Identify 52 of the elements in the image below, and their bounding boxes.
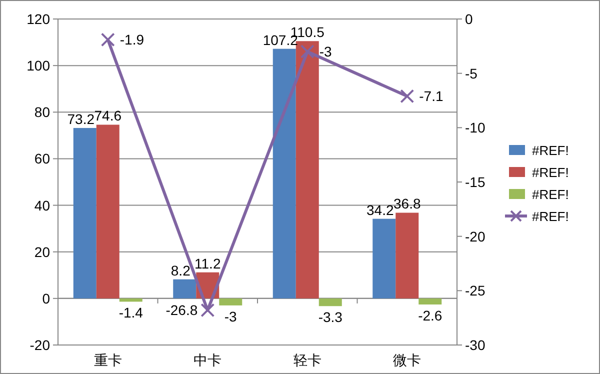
bar (318, 298, 342, 306)
point (400, 89, 414, 104)
bar (219, 298, 242, 306)
y-tick-label: -20 (30, 337, 50, 353)
y2-tick-label: -20 (465, 228, 486, 244)
legend-label: #REF! (532, 209, 569, 224)
data-label: 34.2 (366, 202, 394, 218)
x-tick-label: 中卡 (194, 352, 222, 368)
bar (96, 124, 120, 298)
bar (173, 279, 196, 298)
bar (296, 41, 319, 298)
y-tick-label: 20 (34, 244, 50, 260)
bar (372, 218, 396, 298)
data-label: 74.6 (94, 108, 122, 124)
y-tick-label: 120 (26, 11, 50, 27)
data-label: -1.9 (120, 32, 144, 48)
data-label: 36.8 (394, 196, 421, 212)
data-label: 8.2 (170, 262, 191, 278)
data-label: -7.1 (419, 88, 444, 104)
data-label: -2.6 (418, 307, 442, 324)
point (100, 32, 115, 47)
x-tick-label: 微卡 (393, 352, 422, 368)
legend-label: #REF! (532, 143, 569, 158)
bar (272, 48, 296, 298)
legend-label: #REF! (532, 165, 569, 180)
data-label: -3 (319, 44, 332, 60)
data-label: 11.2 (194, 255, 221, 272)
y2-tick-label: -10 (465, 120, 486, 136)
point (200, 303, 215, 318)
y2-tick-label: -15 (465, 174, 486, 190)
x-tick-label: 重卡 (94, 352, 122, 368)
bar (418, 298, 442, 304)
y-tick-label: 100 (26, 58, 50, 74)
point (300, 44, 314, 59)
legend-label: #REF! (532, 187, 569, 202)
bar (73, 128, 96, 298)
y-tick-label: 0 (42, 290, 50, 306)
y2-tick-label: -5 (465, 65, 478, 82)
bar (396, 212, 419, 298)
y-tick-label: 80 (34, 104, 50, 120)
y-tick-label: 60 (34, 150, 50, 167)
bar (119, 298, 142, 302)
y2-tick-label: 0 (465, 11, 473, 27)
y2-tick-label: -30 (465, 337, 486, 353)
x-tick-label: 轻卡 (293, 352, 322, 368)
data-label: -3.3 (318, 309, 343, 326)
data-label: -3 (224, 308, 238, 324)
data-label: 73.2 (67, 110, 95, 127)
y-tick-label: 40 (34, 197, 50, 214)
data-label: -26.8 (166, 302, 198, 318)
y2-tick-label: -25 (465, 282, 486, 299)
data-label: -1.4 (118, 304, 144, 321)
